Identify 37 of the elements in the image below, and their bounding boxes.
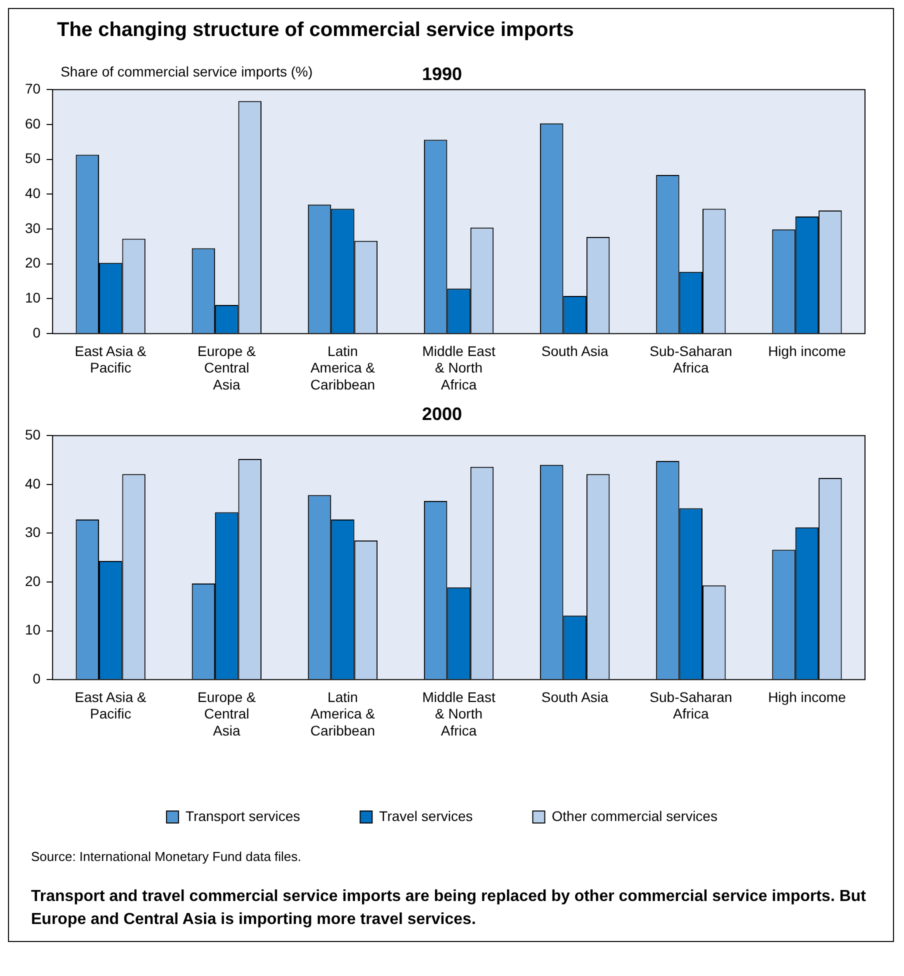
legend-label: Travel services bbox=[379, 808, 473, 824]
text: Transport and travel commercial service imports are being replaced by other commercial service imports. But Europe and Central Asia is importing more travel services. bbox=[31, 887, 867, 930]
y-tick-label: 40 bbox=[24, 475, 41, 492]
x-tick-label: Middle East & North Africa bbox=[422, 342, 496, 392]
chart-title: 2000 bbox=[422, 404, 462, 424]
y-tick-label: 10 bbox=[24, 622, 41, 638]
chart-subtitle: 1990 bbox=[422, 64, 462, 84]
y-tick-label: 60 bbox=[24, 115, 41, 132]
x-tick-label: Sub-Saharan Africa bbox=[650, 342, 732, 376]
y-tick-label: 0 bbox=[32, 670, 41, 686]
x-tick-label: East Asia & Pacific bbox=[74, 342, 148, 376]
legend-label: Transport services bbox=[186, 808, 300, 824]
x-tick-label: South Asia bbox=[541, 688, 609, 705]
chart-title: The changing structure of commercial service imports bbox=[57, 19, 575, 42]
legend-label: Other commercial services bbox=[552, 808, 718, 824]
y-tick-label: 20 bbox=[24, 254, 41, 271]
x-tick-label: High income bbox=[768, 688, 846, 705]
x-tick-label: Sub-Saharan Africa bbox=[650, 688, 732, 722]
y-tick-label: 10 bbox=[24, 290, 41, 306]
x-tick-label: Europe & Central Asia bbox=[197, 342, 257, 392]
y-axis-title: Share of commercial service imports (%) bbox=[60, 63, 313, 80]
y-tick-label: 0 bbox=[32, 324, 41, 340]
y-tick-label: 40 bbox=[24, 185, 41, 202]
x-tick-label: East Asia & Pacific bbox=[74, 688, 148, 722]
x-tick-label: High income bbox=[768, 342, 846, 359]
y-tick-label: 20 bbox=[24, 572, 41, 589]
y-tick-label: 50 bbox=[24, 150, 41, 166]
y-tick-label: 30 bbox=[24, 220, 41, 236]
y-tick-label: 30 bbox=[24, 524, 41, 540]
x-tick-label: Middle East & North Africa bbox=[422, 688, 496, 738]
y-tick-label: 70 bbox=[24, 80, 41, 96]
x-tick-label: Latin America & Caribbean bbox=[310, 342, 376, 392]
x-tick-label: South Asia bbox=[541, 342, 609, 359]
source-note: Source: International Monetary Fund data files. bbox=[31, 848, 302, 866]
y-tick-label: 50 bbox=[24, 426, 41, 442]
x-tick-label: Europe & Central Asia bbox=[197, 688, 257, 738]
x-tick-label: Latin America & Caribbean bbox=[310, 688, 376, 738]
